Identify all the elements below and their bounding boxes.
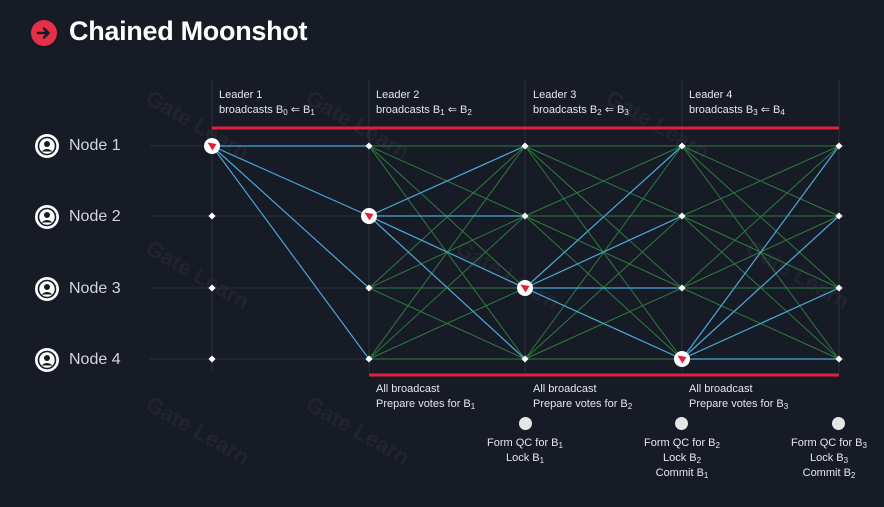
node-point — [365, 355, 373, 363]
node-label: Node 1 — [69, 137, 121, 154]
qc-marker — [519, 417, 532, 430]
node-point — [365, 284, 373, 292]
qc-marker — [675, 417, 688, 430]
node-label: Node 3 — [69, 280, 121, 297]
user-avatar-icon — [35, 205, 59, 229]
proposal-edge — [681, 287, 840, 360]
node-point — [208, 355, 216, 363]
node-point — [835, 142, 843, 150]
proposal-edge — [211, 145, 370, 217]
user-avatar-icon — [35, 348, 59, 372]
node-point — [365, 142, 373, 150]
qc-marker — [832, 417, 845, 430]
node-2-row: Node 2 — [35, 204, 121, 230]
node-point — [678, 212, 686, 220]
node-point — [678, 142, 686, 150]
leader-4-label: Leader 4 broadcasts B3 ⇐ B4 — [689, 89, 785, 117]
leader-sail-icon — [520, 284, 530, 293]
proposal-edge — [681, 215, 840, 360]
vote-edge — [681, 145, 840, 217]
node-point — [521, 142, 529, 150]
node-point — [208, 284, 216, 292]
node-point — [521, 212, 529, 220]
node-point — [835, 284, 843, 292]
proposal-edge — [368, 145, 526, 217]
user-avatar-icon — [35, 277, 59, 301]
user-avatar-icon — [35, 134, 59, 158]
proposal-edge — [368, 215, 526, 289]
node-point — [208, 212, 216, 220]
proposal-edge — [211, 145, 370, 360]
vote-edge — [681, 145, 840, 289]
broadcast-1-label: All broadcast Prepare votes for B1 — [376, 383, 476, 411]
vote-edge — [524, 145, 683, 217]
node-label: Node 4 — [69, 351, 121, 368]
proposal-edge — [524, 287, 683, 360]
arrow-right-circle-icon — [31, 20, 57, 46]
leader-2-label: Leader 2 broadcasts B1 ⇐ B2 — [376, 89, 472, 117]
vote-edge — [368, 145, 526, 289]
broadcast-3-label: All broadcast Prepare votes for B3 — [689, 383, 789, 411]
node-label: Node 2 — [69, 208, 121, 225]
proposal-edge — [524, 215, 683, 289]
node-point — [835, 212, 843, 220]
leader-sail-icon — [207, 142, 217, 151]
node-point — [835, 355, 843, 363]
proposal-edge — [211, 145, 370, 289]
proposal-edge — [681, 145, 840, 360]
node-1-row: Node 1 — [35, 133, 121, 159]
page-title: Chained Moonshot — [69, 16, 308, 46]
broadcast-2-label: All broadcast Prepare votes for B2 — [533, 383, 633, 411]
qc-event-3-label: Form QC for B3 Lock B3 Commit B2 — [791, 437, 867, 480]
vote-edge — [368, 287, 526, 360]
qc-event-1-label: Form QC for B1 Lock B1 — [487, 437, 563, 465]
node-4-row: Node 4 — [35, 347, 121, 373]
leader-1-label: Leader 1 broadcasts B0 ⇐ B1 — [219, 89, 315, 117]
proposal-edge — [524, 145, 683, 289]
leader-sail-icon — [677, 355, 687, 364]
qc-event-2-label: Form QC for B2 Lock B2 Commit B1 — [644, 437, 720, 480]
leader-sail-icon — [364, 212, 374, 221]
node-3-row: Node 3 — [35, 276, 121, 302]
node-point — [678, 284, 686, 292]
node-point — [521, 355, 529, 363]
leader-3-label: Leader 3 broadcasts B2 ⇐ B3 — [533, 89, 629, 117]
proposal-edge — [368, 215, 526, 360]
